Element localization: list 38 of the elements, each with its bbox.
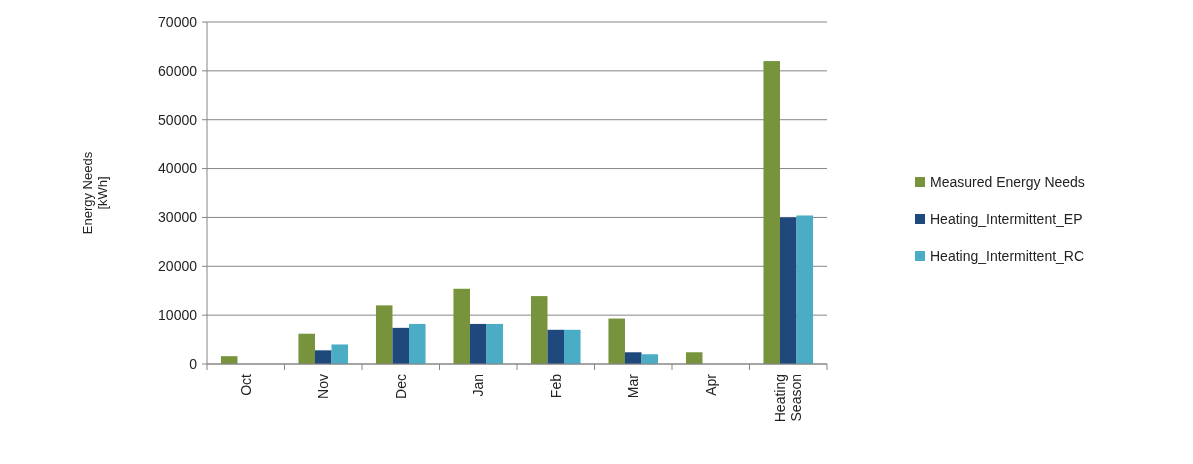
bar	[779, 217, 797, 364]
bar	[314, 350, 332, 364]
y-tick-label: 20000	[158, 258, 198, 275]
x-tick-label: Nov	[315, 374, 332, 399]
bar	[608, 318, 625, 364]
bar	[331, 344, 349, 364]
bar	[486, 323, 504, 364]
x-tick-label: Heating Season	[772, 374, 804, 423]
y-tick-label: 30000	[158, 209, 198, 226]
bar	[547, 329, 565, 364]
legend-label: Heating_Intermittent_EP	[930, 210, 1083, 227]
bar	[624, 352, 642, 364]
legend-label: Measured Energy Needs	[930, 173, 1085, 190]
bar	[564, 329, 581, 364]
x-tick-label: Mar	[625, 373, 642, 399]
y-tick-label: 70000	[158, 13, 198, 30]
y-axis-title: Energy Needs [kWh]	[79, 151, 111, 235]
x-tick-label: Feb	[547, 373, 564, 399]
bar	[796, 215, 814, 364]
x-tick-label: Dec	[392, 374, 409, 399]
y-tick-label: 60000	[158, 62, 198, 79]
y-tick-label: 40000	[158, 160, 198, 177]
y-tick-label: 10000	[158, 307, 198, 324]
bar	[409, 323, 426, 364]
bar	[298, 333, 315, 364]
y-tick-label: 50000	[158, 111, 198, 128]
x-tick-label: Jan	[470, 374, 487, 397]
bar	[763, 61, 780, 364]
y-tick-label: 0	[189, 355, 198, 372]
legend-label: Heating_Intermittent_RC	[930, 247, 1085, 264]
bar	[685, 352, 703, 364]
bar	[469, 323, 487, 364]
bar	[530, 296, 548, 364]
bar	[392, 327, 410, 364]
x-tick-label: Oct	[237, 373, 254, 396]
x-tick-label: Apr	[702, 373, 719, 396]
bar	[453, 288, 470, 364]
bar	[375, 305, 393, 364]
